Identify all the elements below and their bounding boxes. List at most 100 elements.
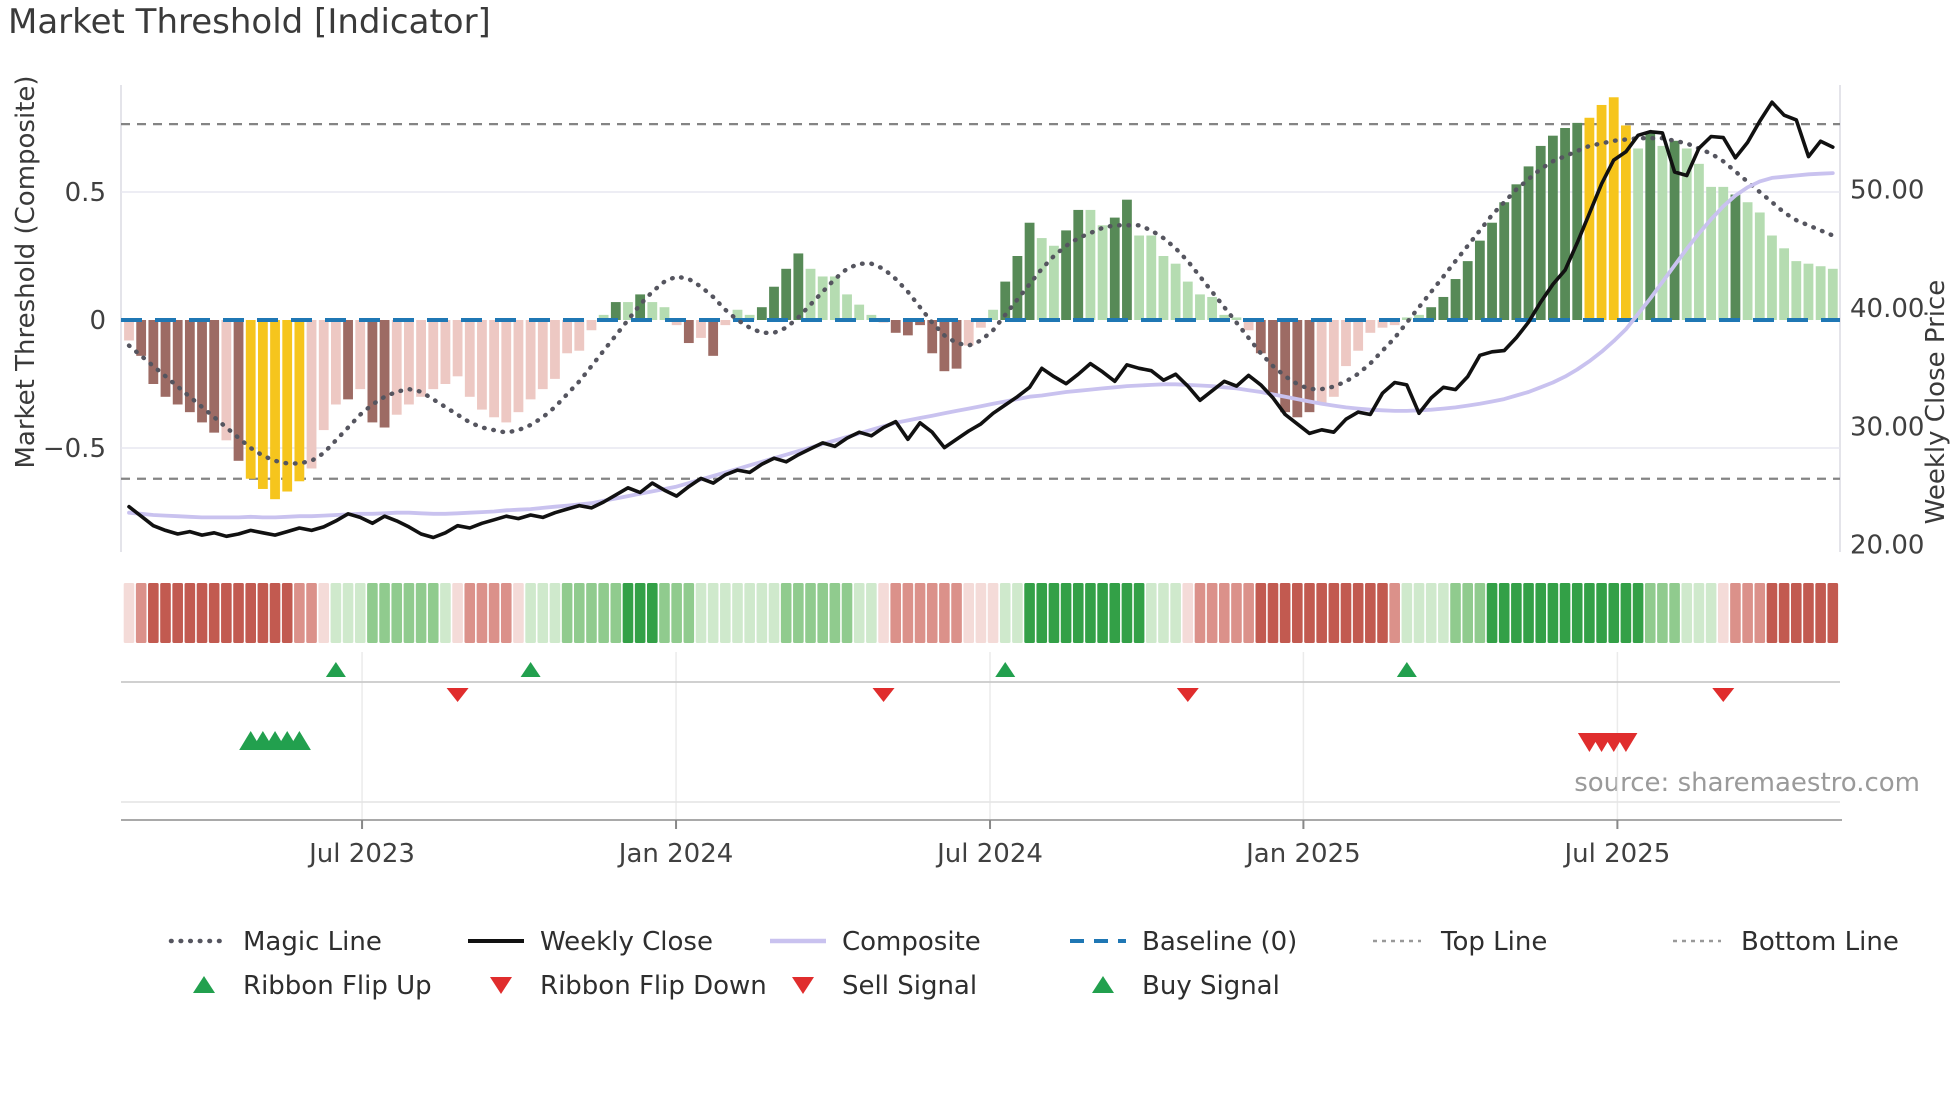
indicator-bar	[172, 320, 183, 405]
legend-label: Ribbon Flip Down	[540, 971, 767, 1001]
ribbon-cell	[561, 583, 573, 643]
ribbon-cell	[659, 583, 670, 643]
ribbon-cell	[695, 583, 707, 643]
indicator-bar	[233, 320, 244, 461]
right-axis-tick-label: 20.00	[1850, 531, 1924, 561]
ribbon-cell	[1827, 583, 1839, 643]
chart-title: Market Threshold [Indicator]	[8, 2, 491, 42]
indicator-bar	[1000, 281, 1011, 320]
down-triangle-icon	[792, 977, 814, 994]
left-axis-tick-label: −0.5	[43, 434, 106, 464]
ribbon-cell	[573, 583, 585, 643]
indicator-bar	[1779, 248, 1790, 320]
indicator-bar	[1681, 148, 1692, 320]
ribbon-cell	[890, 583, 902, 643]
indicator-bar	[1377, 320, 1388, 328]
ribbon-cell	[1267, 583, 1279, 643]
indicator-bar	[416, 320, 426, 397]
indicator-bar	[1255, 320, 1266, 354]
ribbon-cell	[500, 583, 512, 643]
indicator-bar	[805, 268, 816, 320]
ribbon-cell	[184, 583, 196, 643]
indicator-bar	[1474, 240, 1485, 320]
ribbon-flip-up-marker	[995, 662, 1016, 677]
indicator-bar	[160, 320, 171, 397]
ribbon-cell	[1145, 583, 1157, 643]
ribbon-cell	[208, 583, 220, 643]
magic-line	[126, 135, 1836, 466]
ribbon-cell	[622, 583, 634, 643]
ribbon-cell	[1109, 583, 1121, 643]
ribbon-cell	[1352, 583, 1364, 643]
indicator-bar	[951, 320, 962, 369]
indicator-bar	[696, 320, 706, 338]
indicator-bar	[1499, 202, 1510, 320]
indicator-bar	[550, 320, 560, 379]
indicator-bar	[1414, 314, 1424, 320]
ribbon-flip-down-marker	[872, 688, 895, 702]
ribbon-cell	[975, 583, 987, 643]
ribbon-cell	[1559, 583, 1571, 643]
indicator-bar	[817, 276, 828, 320]
indicator-bar	[1827, 268, 1838, 320]
indicator-bar	[294, 320, 305, 482]
ribbon-cell	[306, 583, 317, 643]
ribbon-cell	[1170, 583, 1181, 643]
ribbon-cell	[1450, 583, 1461, 643]
ribbon-cell	[853, 583, 865, 643]
ribbon-strip	[123, 583, 1839, 643]
indicator-bar	[1085, 209, 1096, 320]
ribbon-cell	[415, 583, 427, 643]
ribbon-cell	[707, 583, 719, 643]
indicator-bar	[148, 320, 159, 384]
ribbon-cell	[1547, 583, 1559, 643]
indicator-bar	[1328, 320, 1339, 397]
legend-label: Bottom Line	[1741, 927, 1899, 957]
right-axis-tick-label: 30.00	[1850, 412, 1924, 442]
left-axis-tick-label: 0.5	[65, 178, 106, 208]
indicator-bar	[1608, 97, 1619, 320]
ribbon-cell	[354, 583, 366, 643]
indicator-bar	[525, 320, 536, 400]
ribbon-flip-up-marker	[1396, 662, 1417, 677]
ribbon-cell	[987, 583, 999, 643]
ribbon-cell	[1219, 583, 1230, 643]
ribbon-cell	[549, 583, 561, 643]
ribbon-cell	[488, 583, 500, 643]
indicator-bar	[635, 294, 646, 320]
indicator-bar	[404, 320, 414, 405]
indicator-bar	[976, 320, 986, 328]
indicator-bar	[720, 320, 731, 326]
indicator-bar	[1450, 279, 1461, 320]
ribbon-cell	[866, 583, 877, 643]
sell-signal-marker	[1614, 733, 1638, 752]
indicator-bar	[659, 307, 670, 320]
indicator-bar	[306, 320, 317, 469]
ribbon-cell	[1584, 583, 1595, 643]
ribbon-cell	[1596, 583, 1607, 643]
ribbon-cell	[440, 583, 451, 643]
ribbon-flip-down-marker	[1712, 688, 1735, 702]
indicator-bar	[245, 320, 256, 479]
ribbon-cell	[1790, 583, 1802, 643]
ribbon-cell	[598, 583, 609, 643]
ribbon-cell	[1730, 583, 1741, 643]
ribbon-cell	[537, 583, 549, 643]
ribbon-cell	[294, 583, 305, 643]
ribbon-cell	[221, 583, 232, 643]
indicator-bar	[209, 320, 220, 433]
indicator-bar	[781, 268, 792, 320]
ribbon-cell	[1024, 583, 1035, 643]
ribbon-cell	[1754, 583, 1766, 643]
ribbon-cell	[841, 583, 853, 643]
ribbon-cell	[720, 583, 731, 643]
ribbon-cell	[1803, 583, 1814, 643]
ribbon-cell	[1133, 583, 1145, 643]
ribbon-cell	[476, 583, 488, 643]
indicator-bar	[221, 320, 232, 441]
indicator-bar	[1487, 222, 1497, 320]
indicator-bar	[1365, 320, 1376, 333]
ribbon-cell	[1608, 583, 1620, 643]
indicator-bar	[282, 320, 293, 492]
ribbon-cell	[1182, 583, 1194, 643]
